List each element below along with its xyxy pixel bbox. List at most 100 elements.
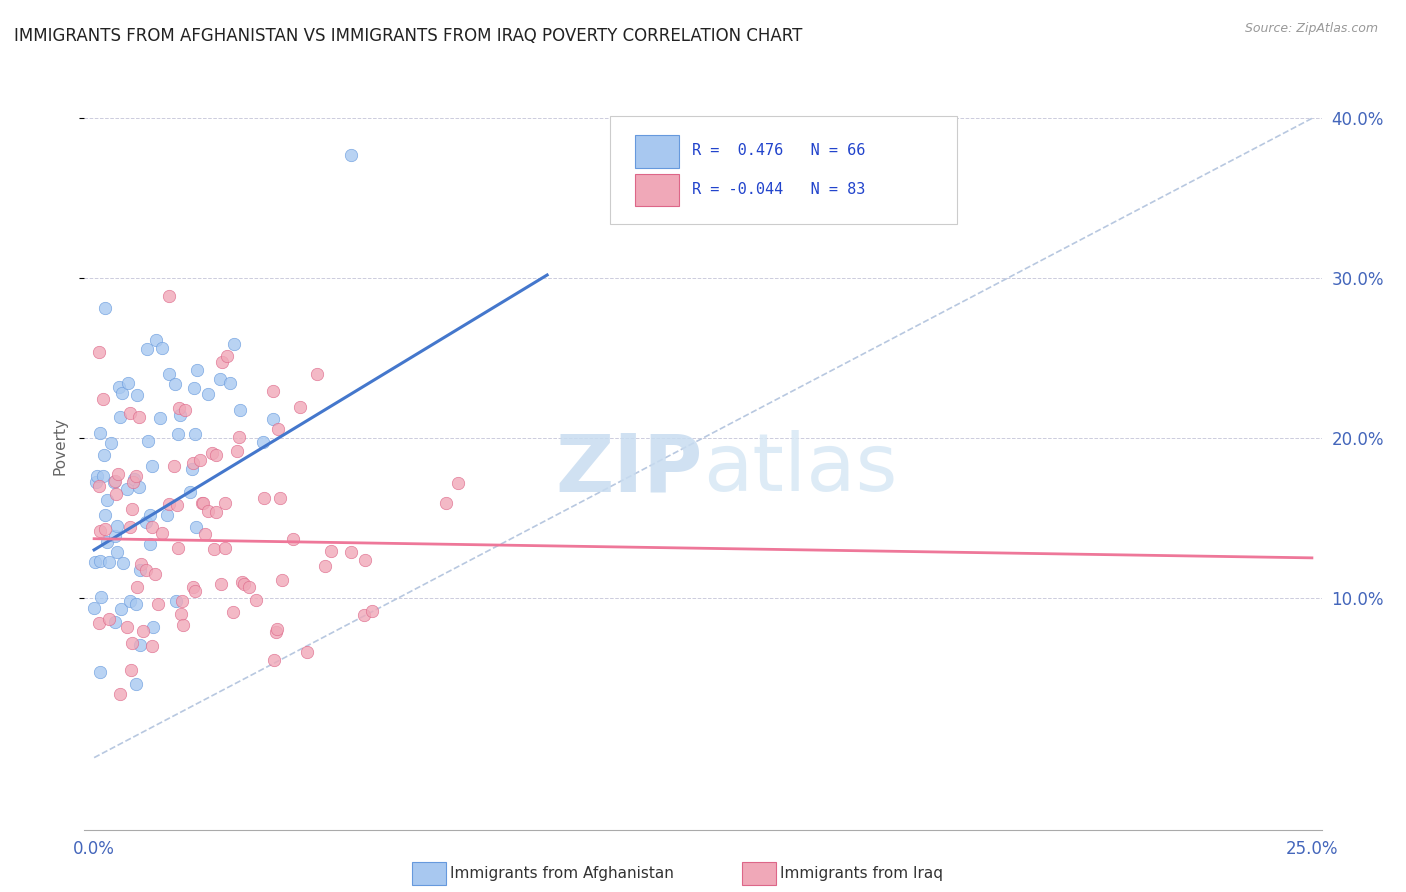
Point	[110, 687, 132, 701]
Point	[117, 483, 139, 497]
Point	[204, 505, 226, 519]
Point	[170, 607, 193, 621]
Point	[186, 520, 208, 534]
Point	[94, 523, 117, 537]
Point	[83, 601, 105, 615]
Point	[125, 469, 148, 483]
Y-axis label: Poverty: Poverty	[52, 417, 67, 475]
Point	[135, 563, 157, 577]
Point	[146, 597, 169, 611]
Point	[136, 342, 159, 356]
Point	[87, 479, 110, 493]
Point	[262, 384, 284, 398]
Point	[229, 403, 252, 417]
Point	[118, 520, 141, 534]
Point	[84, 556, 107, 570]
Point	[124, 472, 146, 486]
Point	[270, 573, 292, 587]
Point	[191, 496, 214, 510]
Point	[167, 541, 190, 555]
Point	[150, 341, 173, 355]
Point	[305, 368, 328, 382]
Point	[167, 401, 190, 415]
Point	[214, 495, 236, 509]
Point	[262, 412, 284, 426]
Point	[96, 493, 118, 508]
Point	[104, 615, 127, 629]
Point	[183, 427, 205, 442]
Point	[314, 558, 336, 573]
Point	[226, 443, 249, 458]
Point	[183, 580, 205, 594]
Point	[263, 652, 285, 666]
Point	[179, 485, 201, 500]
Point	[103, 475, 125, 489]
Point	[252, 491, 274, 505]
Point	[157, 367, 180, 381]
Point	[150, 526, 173, 541]
Point	[163, 376, 186, 391]
Point	[91, 392, 114, 406]
Point	[121, 635, 143, 649]
Point	[157, 289, 180, 303]
Text: ZIP: ZIP	[555, 430, 703, 508]
Point	[340, 544, 363, 558]
Point	[165, 594, 187, 608]
Point	[94, 508, 117, 522]
Text: Source: ZipAtlas.com: Source: ZipAtlas.com	[1244, 22, 1378, 36]
Point	[149, 411, 172, 425]
Point	[125, 598, 148, 612]
Point	[110, 602, 132, 616]
Point	[194, 527, 217, 541]
Point	[86, 475, 108, 489]
Point	[128, 480, 150, 494]
Point	[281, 533, 304, 547]
Point	[142, 620, 165, 634]
Point	[233, 577, 256, 591]
Text: R = -0.044   N = 83: R = -0.044 N = 83	[692, 181, 865, 196]
Point	[89, 426, 111, 441]
Text: R =  0.476   N = 66: R = 0.476 N = 66	[692, 143, 865, 158]
Point	[434, 496, 457, 510]
Point	[219, 376, 242, 390]
Point	[217, 350, 239, 364]
Text: IMMIGRANTS FROM AFGHANISTAN VS IMMIGRANTS FROM IRAQ POVERTY CORRELATION CHART: IMMIGRANTS FROM AFGHANISTAN VS IMMIGRANT…	[14, 27, 803, 45]
Point	[166, 498, 188, 512]
Point	[129, 638, 152, 652]
Point	[121, 475, 143, 490]
Point	[117, 620, 139, 634]
Point	[172, 618, 194, 632]
Point	[107, 467, 129, 482]
Point	[238, 580, 260, 594]
Point	[98, 612, 121, 626]
Point	[108, 410, 131, 425]
Point	[89, 524, 111, 538]
Point	[264, 624, 287, 639]
Text: atlas: atlas	[703, 430, 897, 508]
Point	[87, 345, 110, 359]
Point	[197, 387, 219, 401]
Point	[96, 534, 118, 549]
Point	[90, 591, 112, 605]
Point	[288, 400, 311, 414]
Point	[86, 468, 108, 483]
Point	[141, 639, 163, 653]
Point	[91, 469, 114, 483]
Point	[156, 508, 179, 522]
Point	[170, 594, 193, 608]
Point	[105, 545, 128, 559]
Point	[201, 446, 224, 460]
Point	[174, 402, 197, 417]
Text: Immigrants from Iraq: Immigrants from Iraq	[780, 866, 943, 880]
Point	[89, 554, 111, 568]
Point	[111, 385, 134, 400]
Point	[181, 461, 204, 475]
Point	[136, 434, 159, 448]
Point	[135, 515, 157, 529]
Point	[145, 333, 167, 347]
Point	[353, 553, 375, 567]
Point	[193, 495, 215, 509]
Point	[190, 453, 212, 467]
Point	[267, 422, 290, 436]
Point	[204, 448, 226, 462]
